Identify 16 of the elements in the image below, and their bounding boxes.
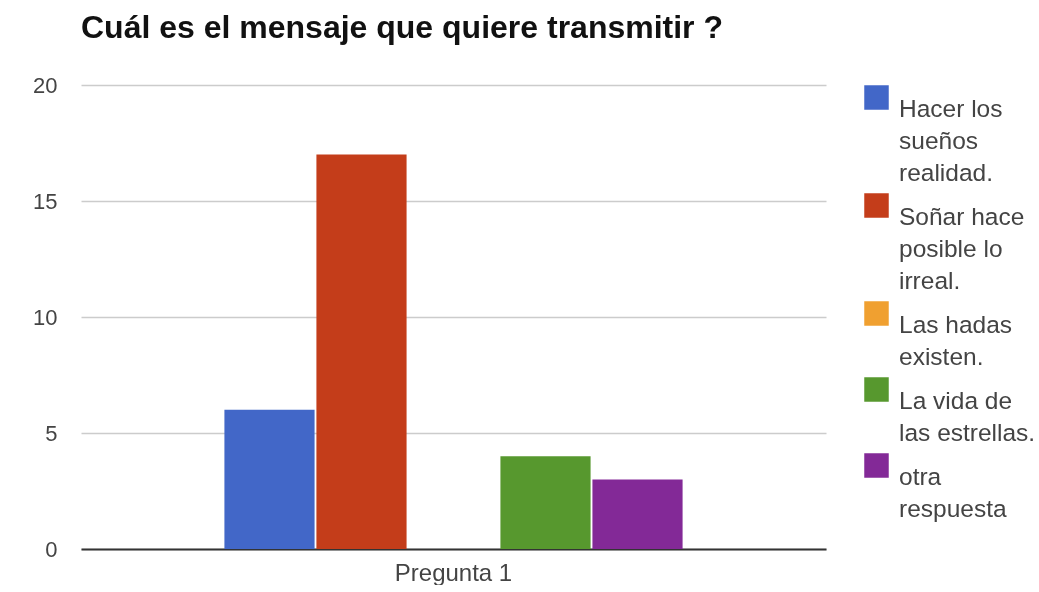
y-tick-label: 10 (33, 304, 58, 330)
x-tick-label: Pregunta 1 (394, 558, 513, 586)
legend-label: Soñar hace posible lo irreal. (899, 202, 1025, 294)
legend-label: Las hadas existen. (899, 310, 1013, 370)
legend-label: La vida de las estrellas. (899, 386, 1036, 446)
bar (316, 154, 407, 549)
bar (500, 456, 591, 549)
legend-label: Hacer los sueños realidad. (899, 94, 1003, 186)
y-tick-label: 5 (45, 420, 58, 446)
bar (224, 409, 315, 549)
y-tick-label: 0 (45, 536, 58, 562)
legend-label: otra respuesta (899, 462, 1007, 522)
y-tick-label: 15 (33, 188, 58, 214)
chart-title: Cuál es el mensaje que quiere transmitir ? (81, 9, 723, 45)
y-tick-label: 20 (33, 72, 58, 98)
bar (592, 479, 683, 549)
